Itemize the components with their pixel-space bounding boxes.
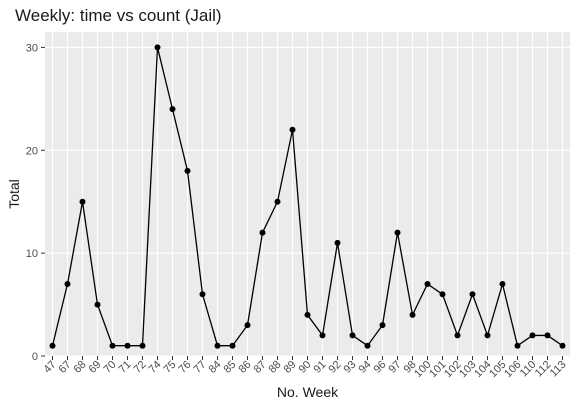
data-point xyxy=(289,126,296,133)
data-point xyxy=(529,332,536,339)
data-point xyxy=(64,281,71,287)
data-point xyxy=(274,198,281,205)
data-point xyxy=(469,291,476,298)
data-points xyxy=(49,44,566,349)
data-point xyxy=(379,322,386,329)
data-point xyxy=(394,229,401,236)
data-point xyxy=(94,301,101,308)
y-axis: 0 10 20 30 xyxy=(26,42,45,363)
y-tick-label: 20 xyxy=(26,145,38,157)
y-axis-title: Total xyxy=(6,179,22,209)
data-point xyxy=(229,342,236,349)
data-point xyxy=(154,44,161,51)
data-point xyxy=(49,342,56,349)
data-point xyxy=(214,342,221,349)
data-point xyxy=(304,311,311,318)
x-axis: 4767686970717274757677848586878889909192… xyxy=(41,356,569,380)
x-axis-title: No. Week xyxy=(277,384,339,400)
data-point xyxy=(559,342,566,349)
data-point xyxy=(124,342,131,349)
chart-title: Weekly: time vs count (Jail) xyxy=(15,6,222,25)
data-point xyxy=(409,311,416,318)
data-point xyxy=(514,342,521,349)
data-point xyxy=(169,106,176,113)
data-point xyxy=(319,332,326,339)
data-point xyxy=(109,342,116,349)
data-point xyxy=(439,291,446,298)
data-point xyxy=(244,322,251,329)
data-point xyxy=(259,229,266,236)
data-point xyxy=(79,198,86,205)
data-point xyxy=(139,342,146,349)
data-point xyxy=(544,332,551,339)
data-point xyxy=(334,239,341,246)
y-tick-label: 0 xyxy=(32,351,38,363)
data-point xyxy=(199,291,206,298)
y-tick-label: 10 xyxy=(26,248,38,260)
y-tick-label: 30 xyxy=(26,42,38,54)
data-point xyxy=(349,332,356,339)
data-point xyxy=(364,342,371,349)
data-point xyxy=(184,167,191,174)
data-point xyxy=(454,332,461,339)
data-point xyxy=(424,281,431,287)
x-tick-label: 113 xyxy=(548,359,569,380)
data-point xyxy=(499,281,506,287)
data-point xyxy=(484,332,491,339)
